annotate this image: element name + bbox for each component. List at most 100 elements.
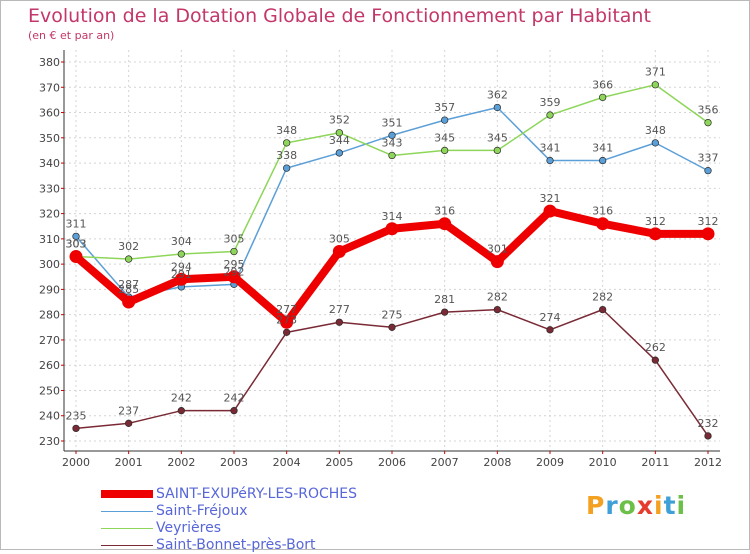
grid-layer [64, 50, 720, 451]
legend-label-saint-exupery: SAINT-EXUPéRY-LES-ROCHES [156, 486, 358, 502]
data-label-veyrieres-2009: 359 [540, 96, 561, 109]
data-point-saint-exupery-les-roches-2006 [385, 222, 399, 236]
data-label-saint-bonnet-pres-bort-2009: 274 [540, 311, 561, 324]
legend-swatch-veyrieres [101, 528, 153, 529]
data-label-saint-exupery-les-roches-2002: 294 [171, 260, 192, 273]
data-point-veyrieres-2011 [651, 81, 659, 89]
data-label-saint-frejoux-2001: 287 [118, 278, 139, 291]
y-tick-label-330: 330 [39, 182, 60, 195]
series-layer [69, 81, 715, 440]
data-point-saint-frejoux-2008 [493, 103, 501, 112]
data-label-saint-exupery-les-roches-2004: 277 [276, 303, 297, 316]
data-point-veyrieres-2001 [125, 255, 133, 263]
data-point-saint-bonnet-pres-bort-2012 [704, 432, 712, 440]
data-point-veyrieres-2002 [177, 250, 185, 258]
data-label-veyrieres-2001: 302 [118, 240, 139, 253]
x-tick-label-2011: 2011 [641, 456, 669, 469]
x-tick-label-2006: 2006 [378, 456, 406, 469]
data-label-saint-bonnet-pres-bort-2010: 282 [592, 291, 613, 304]
data-label-saint-exupery-les-roches-2003: 295 [224, 258, 245, 271]
data-point-saint-bonnet-pres-bort-2002 [177, 407, 185, 415]
data-label-saint-bonnet-pres-bort-2008: 282 [487, 291, 508, 304]
data-label-saint-frejoux-2000: 311 [66, 217, 87, 230]
x-tick-label-2000: 2000 [62, 456, 90, 469]
y-tick-label-300: 300 [39, 258, 60, 271]
proxiti-logo: Proxiti [586, 491, 687, 520]
data-label-saint-bonnet-pres-bort-2006: 275 [382, 308, 403, 321]
data-label-saint-frejoux-2005: 344 [329, 134, 350, 147]
data-label-saint-bonnet-pres-bort-2004: 273 [276, 313, 297, 326]
y-tick-label-270: 270 [39, 334, 60, 347]
y-tick-label-280: 280 [39, 309, 60, 322]
x-tick-label-2010: 2010 [589, 456, 617, 469]
data-point-saint-exupery-les-roches-2007 [438, 217, 452, 231]
data-label-veyrieres-2005: 352 [329, 114, 350, 127]
data-point-saint-frejoux-2007 [441, 116, 449, 124]
y-tick-label-260: 260 [39, 359, 60, 372]
data-label-saint-exupery-les-roches-2007: 316 [434, 205, 455, 218]
legend-label-saint-frejoux: Saint-Fréjoux [156, 503, 248, 519]
data-point-saint-frejoux-2004 [283, 164, 291, 172]
data-label-saint-frejoux-2002: 291 [171, 268, 192, 281]
legend-swatch-saint-bonnet [101, 545, 153, 546]
data-point-saint-exupery-les-roches-2001 [122, 295, 136, 309]
x-tick-label-2004: 2004 [273, 456, 301, 469]
data-label-veyrieres-2010: 366 [592, 78, 613, 91]
axis-layer: 230 240 250 260 270 280 290 300 310 320 330 340 350 3… [39, 50, 722, 469]
x-tick-label-2012: 2012 [694, 456, 722, 469]
data-point-saint-bonnet-pres-bort-2005 [335, 318, 343, 326]
data-label-saint-bonnet-pres-bort-2007: 281 [434, 293, 455, 306]
data-point-saint-exupery-les-roches-2005 [332, 245, 346, 258]
data-point-saint-bonnet-pres-bort-2003 [230, 407, 238, 415]
y-tick-label-380: 380 [39, 56, 60, 69]
data-point-saint-frejoux-2012 [704, 166, 712, 175]
data-label-saint-frejoux-2008: 362 [487, 88, 508, 101]
data-label-saint-exupery-les-roches-2006: 314 [382, 210, 403, 223]
chart-subtitle: (en € et par an) [28, 29, 115, 42]
x-tick-label-2008: 2008 [483, 456, 511, 469]
data-point-veyrieres-2010 [599, 93, 607, 102]
data-point-saint-exupery-les-roches-2004 [280, 315, 294, 329]
data-label-saint-frejoux-2004: 338 [276, 149, 297, 162]
data-label-saint-exupery-les-roches-2005: 305 [329, 233, 350, 246]
x-tick-label-2009: 2009 [536, 456, 564, 469]
data-label-saint-bonnet-pres-bort-2011: 262 [645, 341, 666, 354]
data-label-veyrieres-2003: 305 [224, 233, 245, 246]
chart-title: Evolution de la Dotation Globale de Fonc… [28, 5, 651, 27]
data-label-saint-exupery-les-roches-2010: 316 [592, 205, 613, 218]
data-label-veyrieres-2011: 371 [645, 66, 666, 79]
data-label-saint-frejoux-2012: 337 [698, 152, 719, 165]
y-tick-label-320: 320 [39, 208, 60, 221]
data-label-veyrieres-2008: 345 [487, 131, 508, 144]
data-label-saint-frejoux-2010: 341 [592, 142, 613, 155]
data-label-saint-exupery-les-roches-2008: 301 [487, 243, 508, 256]
data-point-saint-frejoux-2009 [546, 156, 554, 165]
data-point-veyrieres-2009 [546, 111, 554, 119]
data-point-saint-exupery-les-roches-2008 [490, 255, 504, 269]
data-point-saint-exupery-les-roches-2002 [174, 272, 188, 286]
data-label-saint-frejoux-2006: 351 [382, 116, 403, 129]
x-tick-label-2007: 2007 [431, 456, 459, 469]
legend-label-saint-bonnet: Saint-Bonnet-près-Bort [156, 537, 316, 553]
y-tick-label-240: 240 [39, 410, 60, 423]
data-point-saint-exupery-les-roches-2000 [69, 250, 83, 264]
data-label-saint-bonnet-pres-bort-2003: 242 [224, 392, 245, 405]
data-point-saint-bonnet-pres-bort-2004 [283, 328, 291, 337]
x-tick-label-2002: 2002 [167, 456, 195, 469]
legend-swatch-saint-frejoux [101, 511, 153, 512]
data-point-saint-bonnet-pres-bort-2011 [651, 356, 659, 364]
legend-label-veyrieres: Veyrières [156, 520, 222, 536]
data-point-saint-frejoux-2005 [335, 149, 343, 157]
data-point-saint-bonnet-pres-bort-2009 [546, 326, 554, 334]
data-label-saint-frejoux-2003: 292 [224, 265, 245, 278]
data-label-saint-bonnet-pres-bort-2001: 237 [118, 404, 139, 417]
label-layer: 311 287 291 292 338 344 351 357 362 341 341 348 337 3… [66, 66, 719, 430]
y-tick-label-230: 230 [39, 435, 60, 448]
data-point-saint-bonnet-pres-bort-2006 [388, 323, 396, 331]
data-label-veyrieres-2000: 303 [66, 238, 87, 251]
data-label-saint-frejoux-2007: 357 [434, 101, 455, 114]
data-label-saint-frejoux-2009: 341 [540, 142, 561, 155]
data-label-veyrieres-2002: 304 [171, 235, 192, 248]
data-label-saint-exupery-les-roches-2011: 312 [645, 215, 666, 228]
